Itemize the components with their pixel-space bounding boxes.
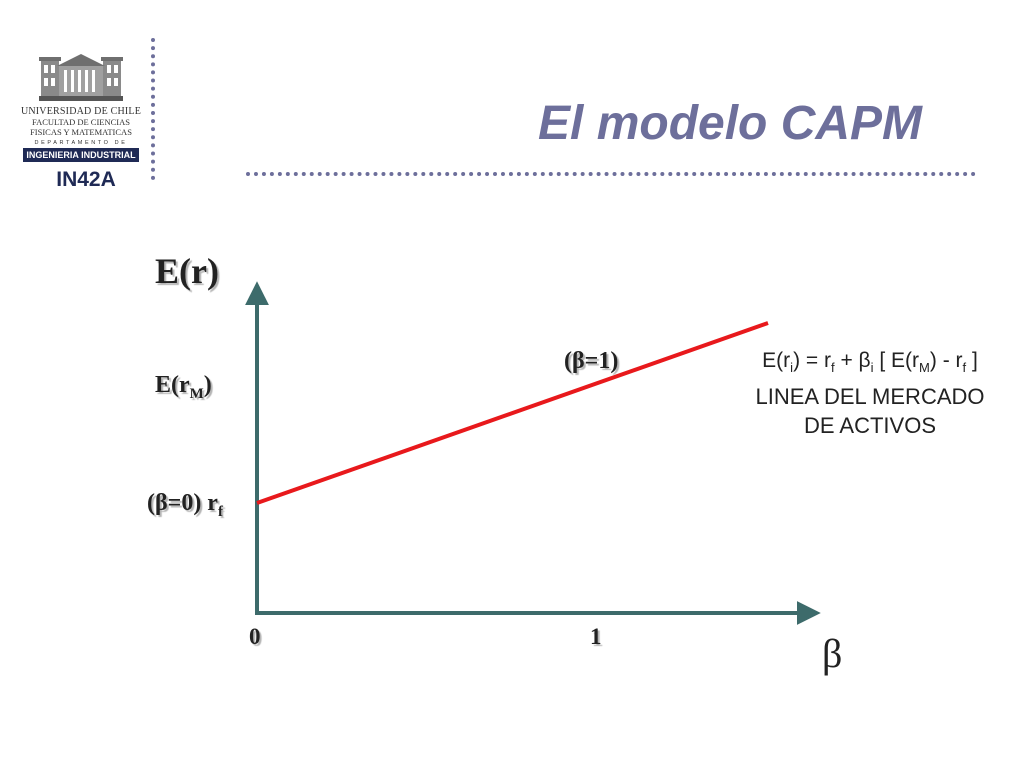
slide-title: El modelo CAPM xyxy=(538,97,923,150)
x-axis-label: β xyxy=(822,631,843,676)
university-logo: UNIVERSIDAD DE CHILE FACULTAD DE CIENCIA… xyxy=(20,50,142,162)
course-code: IN42A xyxy=(56,168,116,191)
horizontal-dotted-divider xyxy=(246,172,976,176)
sml-caption-line-1: LINEA DEL MERCADO xyxy=(755,384,985,410)
security-market-line xyxy=(256,321,769,505)
faculty-line-2: FISICAS Y MATEMATICAS xyxy=(30,127,132,137)
rf-label: (β=0) rf xyxy=(147,490,223,520)
vertical-dotted-divider xyxy=(151,38,155,180)
sml-caption-line-2: DE ACTIVOS xyxy=(803,413,937,439)
y-axis-label: E(r) xyxy=(155,251,219,291)
x-tick-1: 1 xyxy=(590,624,602,649)
beta-one-label: (β=1) xyxy=(564,348,619,374)
department-name: INGENIERIA INDUSTRIAL xyxy=(23,148,139,162)
sml-equation: E(ri) = rf + βi [ E(rM) - rf ] xyxy=(762,349,978,376)
sml-equation-block: E(ri) = rf + βi [ E(rM) - rf ] LINEA DEL… xyxy=(722,346,1018,440)
faculty-line-1: FACULTAD DE CIENCIAS xyxy=(31,117,131,127)
building-icon xyxy=(39,54,123,101)
erm-label: E(rM) xyxy=(155,372,212,402)
x-tick-0: 0 xyxy=(249,624,261,649)
university-name: UNIVERSIDAD DE CHILE xyxy=(20,106,142,117)
department-label: DEPARTAMENTO DE xyxy=(34,140,128,146)
